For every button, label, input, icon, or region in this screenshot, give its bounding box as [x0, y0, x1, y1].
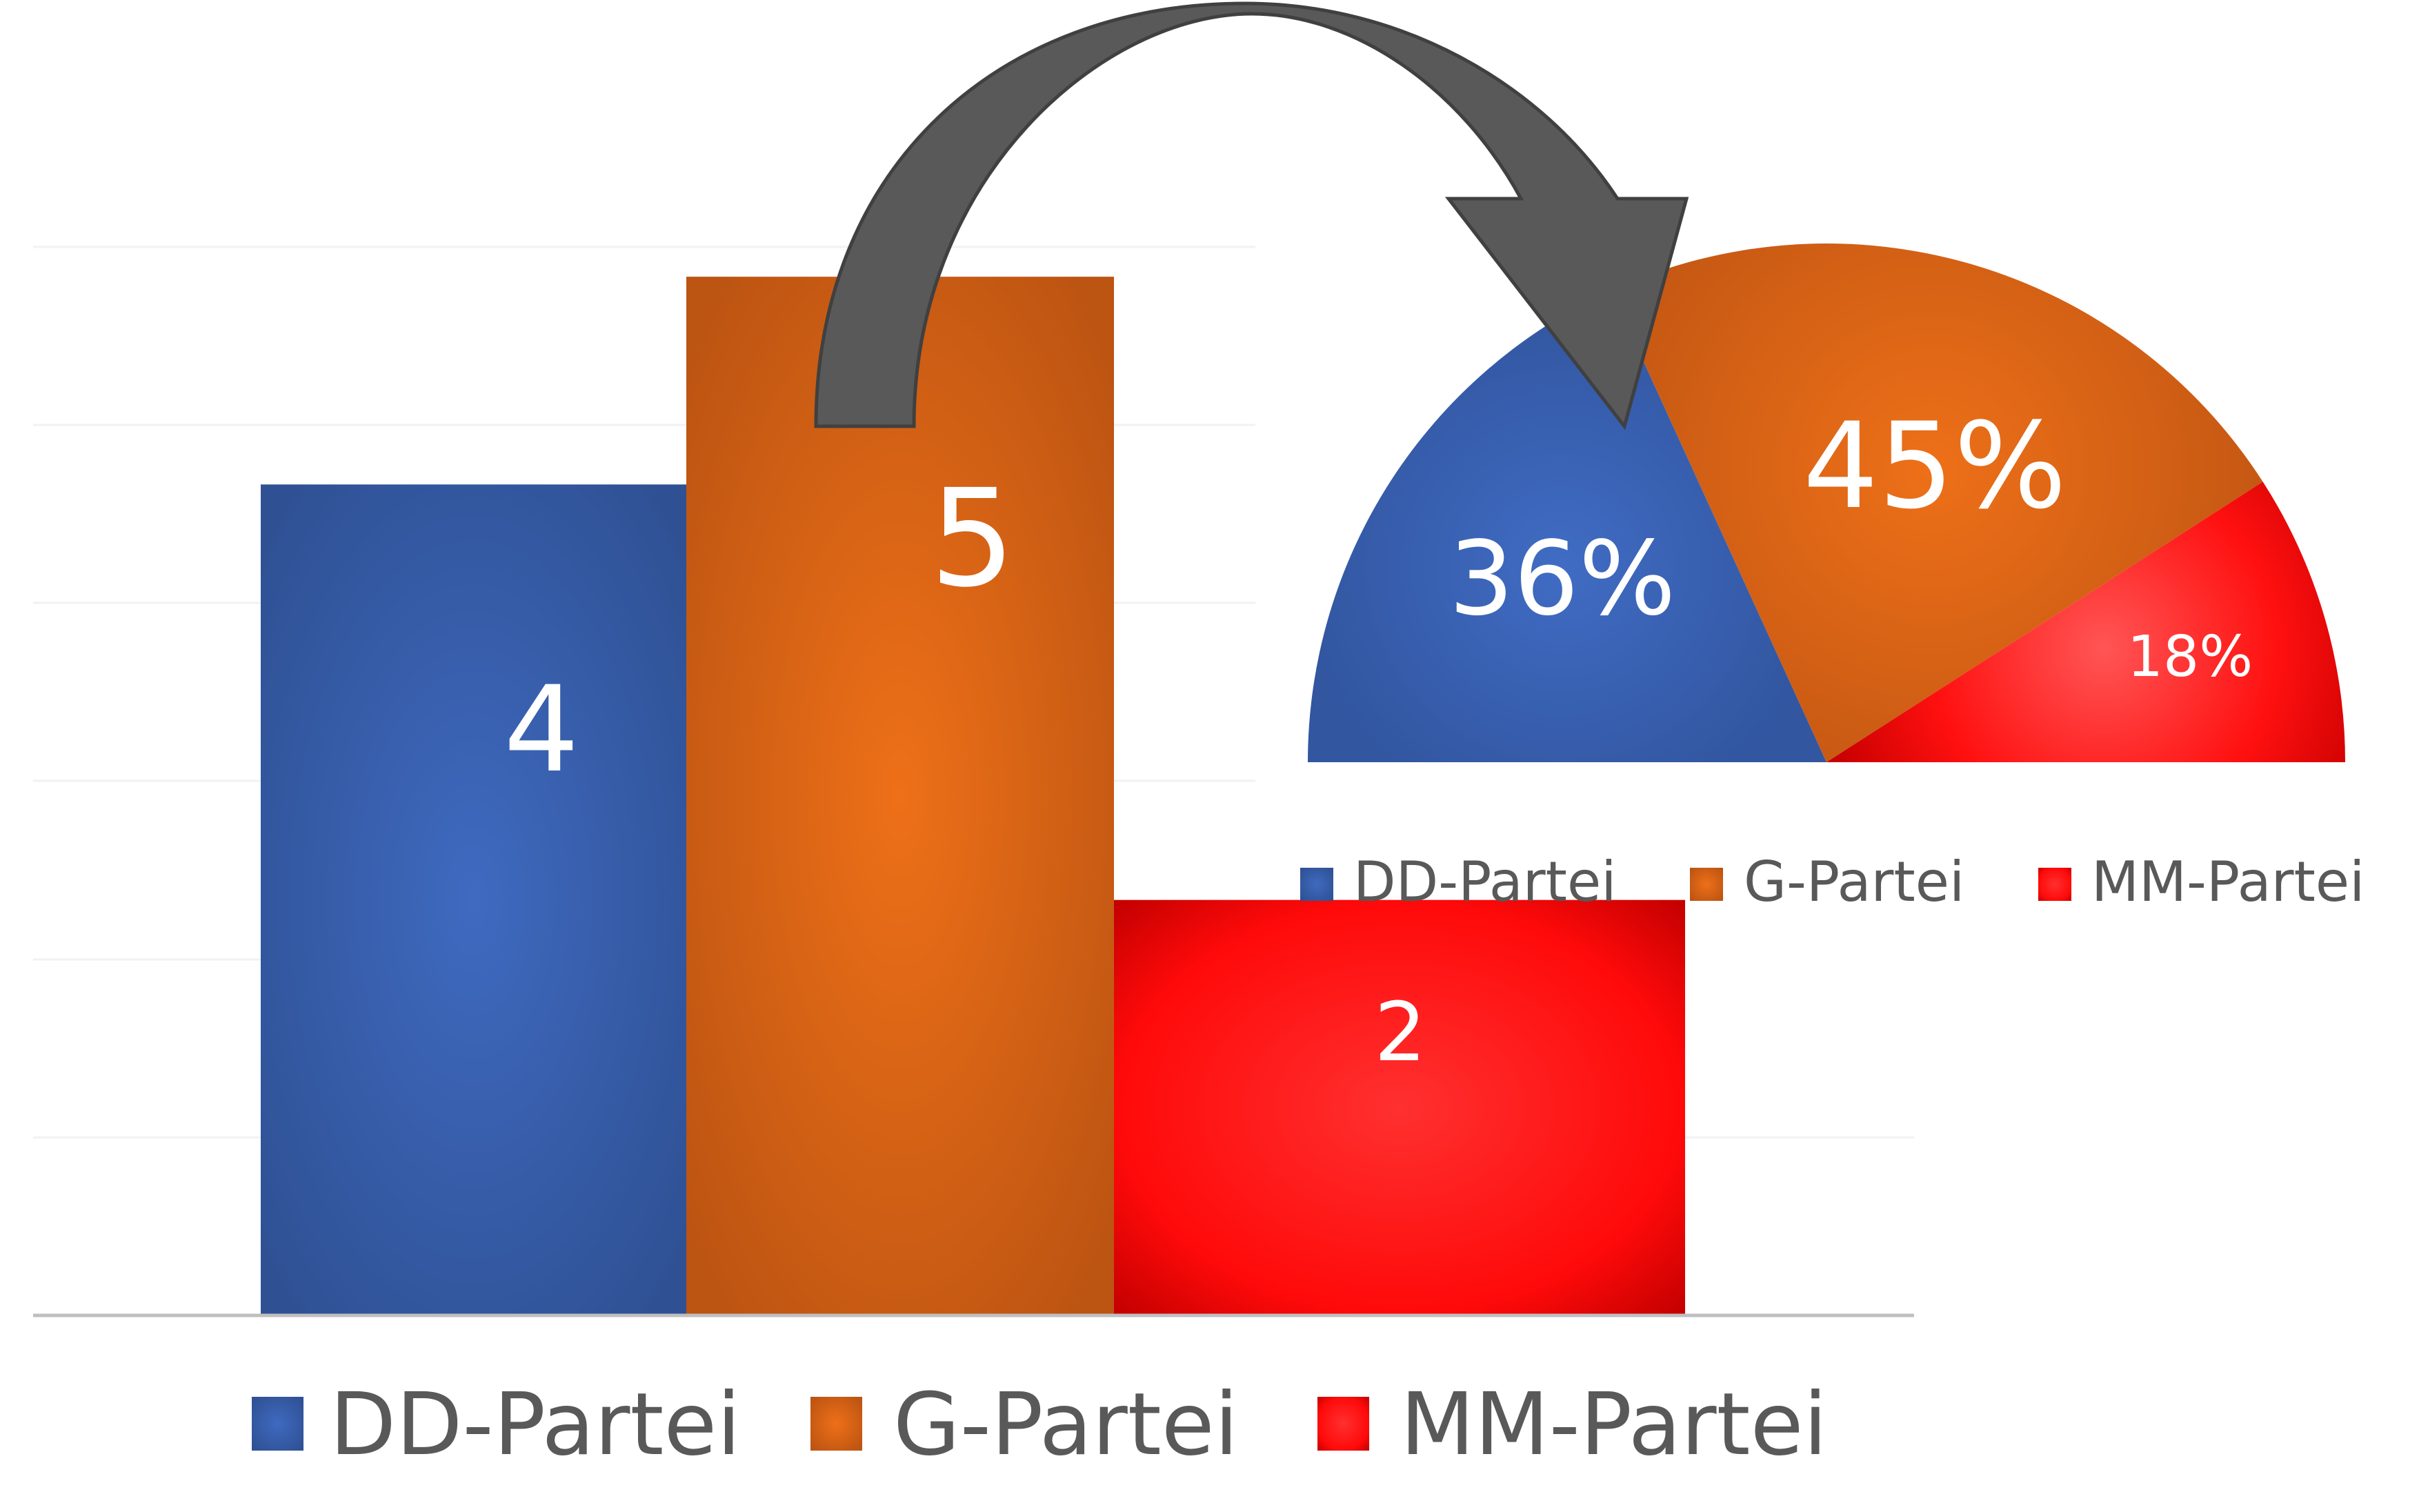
pie-label-mm-partei: 18%	[2127, 624, 2253, 690]
pie-label-g-partei: 45%	[1803, 397, 2067, 535]
curved-arrow-icon	[814, 1, 1689, 430]
data-label-dd-partei: 4	[504, 660, 579, 799]
pie-legend-swatch-g-partei	[1690, 868, 1723, 901]
pie-legend-label-g-partei: G-Partei	[1744, 850, 1964, 914]
bar-legend-swatch-g-partei	[810, 1397, 862, 1451]
pie-legend-label-dd-partei: DD-Partei	[1353, 850, 1616, 914]
data-label-mm-partei: 2	[1374, 984, 1426, 1080]
pie-legend: DD-Partei G-Partei MM-Partei	[1300, 850, 2365, 914]
bar-legend-swatch-mm-partei	[1317, 1397, 1369, 1451]
pie-legend-swatch-dd-partei	[1300, 868, 1333, 901]
bar-legend-swatch-dd-partei	[252, 1397, 303, 1451]
pie-slice-g-partei	[1611, 243, 2263, 762]
bar-legend-label-g-partei: G-Partei	[893, 1375, 1238, 1475]
pie-legend-label-mm-partei: MM-Partei	[2091, 850, 2365, 914]
bar-legend-label-mm-partei: MM-Partei	[1400, 1375, 1827, 1475]
bar-g-partei	[686, 277, 1114, 1316]
pie-slice-dd-partei	[1308, 290, 1826, 762]
bar-mm-partei	[1114, 899, 1685, 1315]
bar-legend-label-dd-partei: DD-Partei	[330, 1375, 741, 1475]
data-label-g-partei: 5	[930, 460, 1015, 617]
pie-label-dd-partei: 36%	[1449, 519, 1676, 638]
pie-slice-mm-partei	[1826, 481, 2345, 762]
bar-legend: DD-Partei G-Partei MM-Partei	[252, 1375, 1827, 1475]
bar-dd-partei	[261, 484, 686, 1316]
pie-legend-swatch-mm-partei	[2038, 868, 2071, 901]
